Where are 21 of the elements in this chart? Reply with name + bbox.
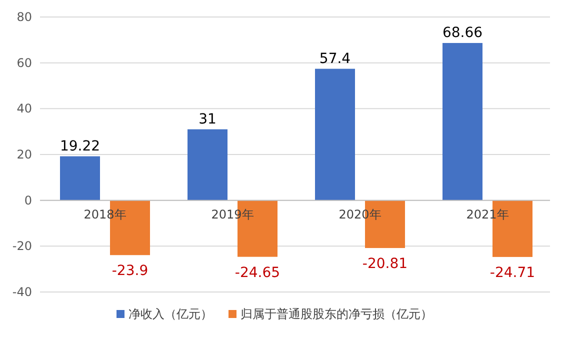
y-tick-label: 40 [16,102,32,116]
y-tick-label: 20 [16,148,32,162]
bar [60,156,100,200]
data-label: -24.71 [490,264,536,281]
legend-label: 净收入（亿元） [128,307,212,321]
data-label: 31 [198,111,216,128]
data-label: 19.22 [60,138,100,154]
y-tick-label: -40 [12,285,32,299]
bar [315,68,355,200]
bar [188,129,228,200]
data-label: 68.66 [442,24,483,41]
y-tick-label: -20 [12,239,32,254]
y-tick-label: 0 [24,193,32,208]
legend-label: 归属于普通股股东的净亏损（亿元） [240,307,432,321]
y-tick-label: 60 [16,56,32,70]
data-label: -24.65 [234,264,280,281]
data-label: -20.81 [362,256,408,272]
data-label: 57.4 [319,50,351,67]
data-label: -23.9 [112,263,148,280]
bar [442,42,482,200]
y-tick-label: 80 [16,10,32,24]
